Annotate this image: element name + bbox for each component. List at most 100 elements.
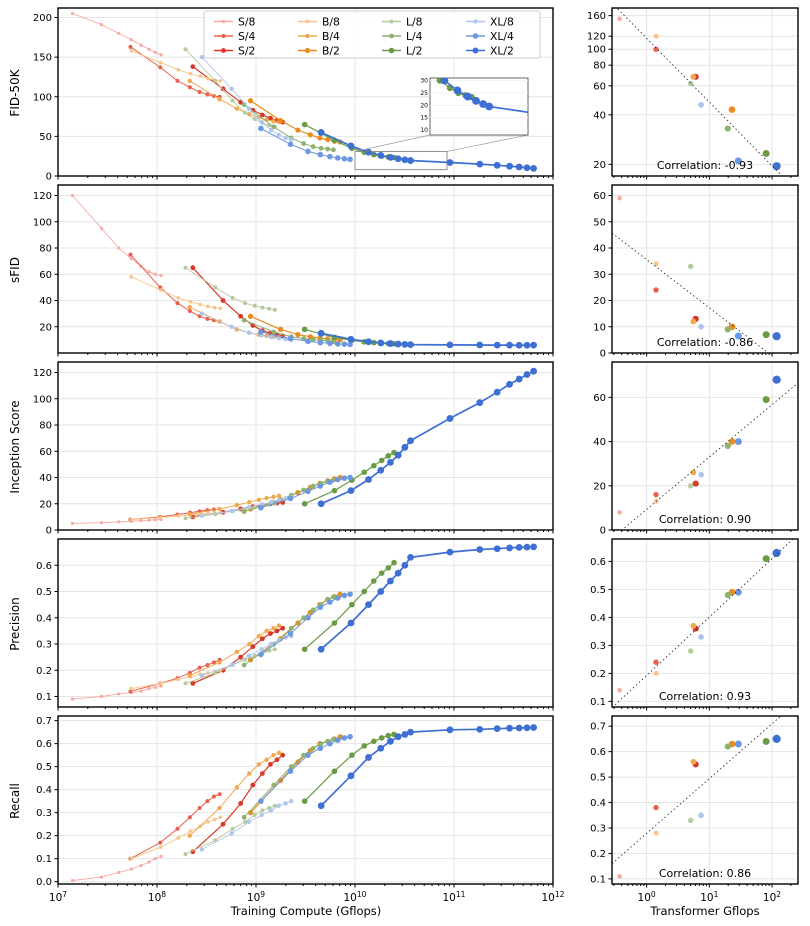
svg-text:0.2: 0.2	[36, 831, 52, 842]
correlation-label: Correlation: 0.90	[659, 513, 751, 526]
svg-text:0: 0	[600, 526, 606, 537]
chart-right-fid: 20 40 60 80 100 120 160 Correlation: -0.93	[587, 7, 799, 180]
svg-text:40: 40	[593, 437, 606, 448]
chart-left-precision: 0.1 0.2 0.3 0.4 0.5 0.6	[36, 538, 554, 711]
correlation-label: Correlation: 0.86	[659, 867, 751, 880]
panel-precision-vs-compute: 0.1 0.2 0.3 0.4 0.5 0.6	[28, 538, 561, 711]
svg-text:100: 100	[587, 45, 606, 56]
svg-text:102: 102	[763, 890, 781, 904]
svg-text:0: 0	[46, 172, 52, 183]
panel-recall-vs-compute: 107 108 109 1010 1011 1012 0.0 0.1 0.2 0.3 0.4 0.5 0…	[28, 715, 565, 910]
svg-text:107: 107	[49, 890, 67, 904]
svg-text:60: 60	[593, 393, 606, 404]
chart-right-is: 0 20 40 60 Correlation: 0.90	[593, 361, 799, 537]
legend-label: L/4	[406, 30, 423, 43]
svg-text:0.2: 0.2	[590, 849, 606, 860]
x-axis-title-training-compute: Training Compute (Gflops)	[230, 904, 382, 918]
chart-right-sfid: 0 10 20 30 40 50 60 Correlation: -0.86	[593, 184, 799, 360]
legend-label: B/8	[322, 15, 340, 28]
legend: S/8 S/4S/2 B/8 B/4B/2 L/8 L/4L/2 XL/8 XL/4XL/2	[203, 10, 541, 59]
svg-text:0.3: 0.3	[36, 640, 52, 651]
svg-text:0.1: 0.1	[590, 874, 606, 885]
legend-label: L/8	[406, 15, 423, 28]
chart-right-recall: 100 101 102 0.1 0.2 0.3 0.4 0.5 0.6 0.7 Correlatio…	[590, 715, 799, 904]
svg-text:20: 20	[593, 160, 606, 171]
svg-text:0.5: 0.5	[590, 585, 606, 596]
svg-text:60: 60	[593, 81, 606, 92]
svg-text:20: 20	[593, 296, 606, 307]
svg-text:0.2: 0.2	[36, 666, 52, 677]
svg-text:0.4: 0.4	[590, 798, 606, 809]
svg-text:1010: 1010	[344, 890, 367, 904]
inset-zoom: 10 15 20 25 30	[354, 77, 529, 171]
svg-text:15: 15	[420, 115, 428, 122]
svg-text:0.6: 0.6	[590, 747, 606, 758]
svg-text:30: 30	[420, 77, 428, 84]
chart-left-is: 0 20 40 60 80 100 120	[33, 361, 554, 537]
svg-text:0.3: 0.3	[36, 808, 52, 819]
svg-text:120: 120	[587, 32, 606, 43]
svg-text:160: 160	[587, 11, 606, 22]
svg-text:80: 80	[593, 61, 606, 72]
y-axis-label-fid: FID-50K	[8, 69, 22, 117]
x-axis-title-transformer-gflops: Transformer Gflops	[650, 904, 760, 918]
svg-text:0.3: 0.3	[590, 824, 606, 835]
svg-text:0.4: 0.4	[36, 785, 52, 796]
svg-text:30: 30	[593, 270, 606, 281]
chart-left-recall: 107 108 109 1010 1011 1012 0.0 0.1 0.2 0.3 0.4 0.5 0…	[36, 715, 565, 904]
chart-left-sfid: 20 40 60 80 100 120	[33, 184, 554, 357]
svg-text:0.0: 0.0	[36, 877, 52, 888]
y-axis-label-sfid: sFID	[8, 257, 22, 283]
y-axis-label-inception: Inception Score	[8, 400, 22, 494]
svg-text:100: 100	[33, 217, 52, 228]
correlation-label: Correlation: -0.86	[657, 336, 753, 349]
svg-text:80: 80	[39, 421, 52, 432]
svg-text:0.7: 0.7	[36, 716, 52, 727]
svg-text:200: 200	[33, 13, 52, 24]
panel-fid-vs-gflops: 20 40 60 80 100 120 160 Correlation: -0.93	[582, 7, 806, 180]
svg-text:101: 101	[700, 890, 718, 904]
y-axis-label-recall: Recall	[8, 783, 22, 819]
legend-label: L/2	[406, 44, 423, 57]
legend-label: XL/8	[490, 15, 514, 28]
chart-right-precision: 0.1 0.2 0.3 0.4 0.5 0.6 Correlation: 0.93	[590, 538, 799, 711]
legend-label: XL/2	[490, 44, 514, 57]
svg-text:60: 60	[39, 447, 52, 458]
svg-text:80: 80	[39, 244, 52, 255]
legend-label: S/8	[238, 15, 255, 28]
svg-text:0.4: 0.4	[590, 613, 606, 624]
svg-text:0.5: 0.5	[36, 587, 52, 598]
svg-text:120: 120	[33, 191, 52, 202]
svg-text:0.3: 0.3	[590, 641, 606, 652]
svg-text:0: 0	[46, 526, 52, 537]
svg-text:20: 20	[39, 322, 52, 333]
panel-precision-vs-gflops: 0.1 0.2 0.3 0.4 0.5 0.6 Correlation: 0.93	[582, 538, 806, 711]
svg-text:100: 100	[33, 394, 52, 405]
svg-text:108: 108	[148, 890, 166, 904]
svg-text:10: 10	[593, 322, 606, 333]
chart-left-fid: 0 50 100 150 200 S/8 S/4S/2 B/8 B/4B/2 L/8 L/4L/2 X…	[33, 7, 554, 183]
svg-text:1011: 1011	[443, 890, 466, 904]
panel-fid-vs-compute: 0 50 100 150 200 S/8 S/4 S/2 B/8 B/4 B/2 L/8 L/4 L/2 X…	[28, 7, 561, 183]
svg-text:40: 40	[39, 296, 52, 307]
panel-sfid-vs-gflops: 0 10 20 30 40 50 60 Correlation: -0.86	[582, 184, 806, 360]
panel-inception-vs-compute: 0 20 40 60 80 100 120	[28, 361, 561, 537]
svg-text:0.7: 0.7	[590, 722, 606, 733]
y-axis-label-precision: Precision	[8, 597, 22, 651]
svg-text:100: 100	[33, 92, 52, 103]
svg-text:40: 40	[593, 110, 606, 121]
svg-text:1012: 1012	[542, 890, 565, 904]
svg-text:100: 100	[638, 890, 656, 904]
svg-text:0.6: 0.6	[36, 561, 52, 572]
svg-text:60: 60	[39, 270, 52, 281]
svg-text:0: 0	[600, 349, 606, 360]
legend-label: B/4	[322, 30, 340, 43]
legend-label: XL/4	[490, 30, 514, 43]
svg-text:50: 50	[39, 132, 52, 143]
svg-text:109: 109	[247, 890, 265, 904]
panel-recall-vs-gflops: 100 101 102 0.1 0.2 0.3 0.4 0.5 0.6 0.7 Correlatio…	[582, 715, 806, 910]
svg-text:25: 25	[420, 90, 428, 97]
svg-text:20: 20	[39, 499, 52, 510]
svg-text:0.5: 0.5	[36, 762, 52, 773]
